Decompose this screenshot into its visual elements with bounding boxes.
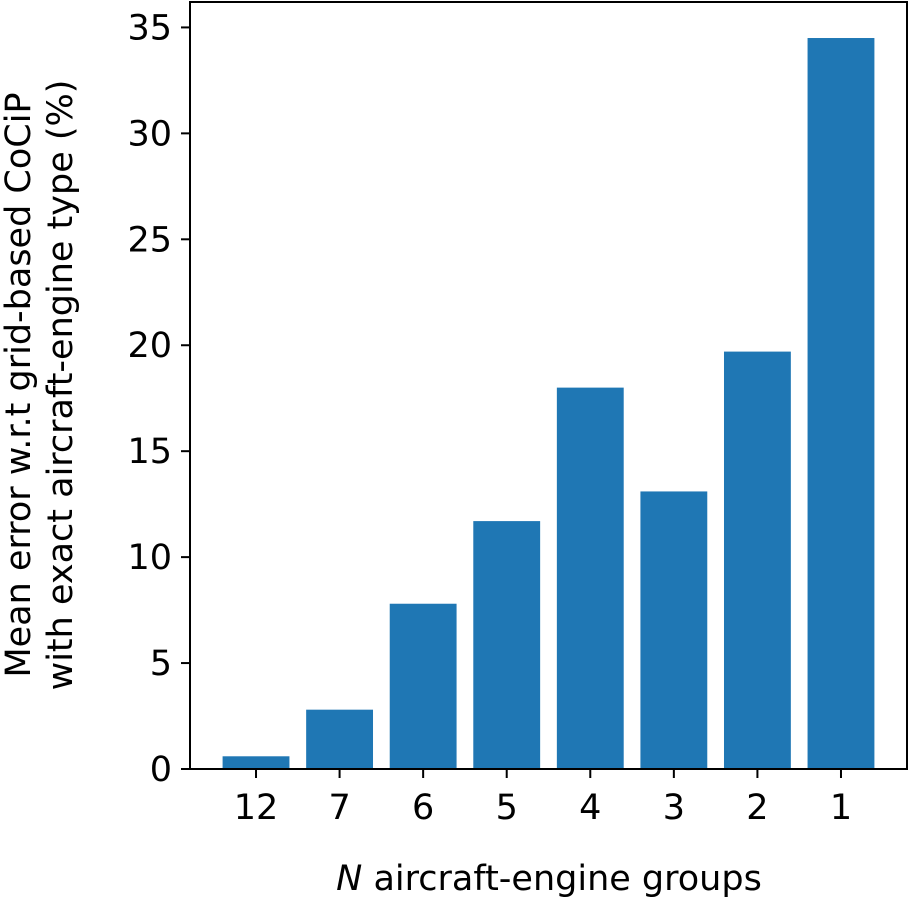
x-tick-label: 3 — [663, 788, 685, 828]
bar-7 — [306, 709, 374, 769]
bar-6 — [389, 603, 457, 769]
x-tick-label: 1 — [830, 788, 852, 828]
bar-2 — [723, 351, 791, 769]
x-tick-label: 5 — [496, 788, 518, 828]
bar-5 — [473, 521, 541, 769]
y-tick-label: 25 — [127, 220, 172, 260]
bar-3 — [640, 491, 708, 769]
plot-frame — [189, 1, 908, 770]
y-tick-label: 15 — [127, 432, 172, 472]
x-tick-label: 4 — [579, 788, 601, 828]
x-tick-label: 2 — [746, 788, 768, 828]
bar-1 — [807, 38, 875, 769]
x-tick-label: 6 — [412, 788, 434, 828]
bar-12 — [222, 756, 290, 769]
x-tick-label: 7 — [328, 788, 350, 828]
y-tick-label: 0 — [150, 750, 172, 790]
y-tick-label: 10 — [127, 538, 172, 578]
x-tick-label: 12 — [234, 788, 279, 828]
y-tick-label: 35 — [127, 8, 172, 48]
x-axis-label: N aircraft-engine groups — [336, 859, 762, 899]
bar-4 — [556, 387, 624, 769]
y-axis-label-line-2: with exact aircraft-engine type (%) — [41, 80, 81, 691]
y-tick-label: 30 — [127, 114, 172, 154]
y-tick-label: 20 — [127, 326, 172, 366]
y-axis-label-line-1: Mean error w.r.t grid-based CoCiP — [0, 92, 39, 677]
y-tick-label: 5 — [150, 644, 172, 684]
